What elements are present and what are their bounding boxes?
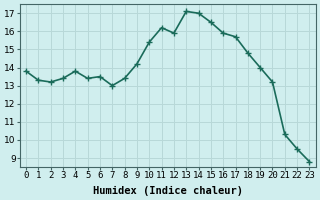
X-axis label: Humidex (Indice chaleur): Humidex (Indice chaleur): [93, 186, 243, 196]
